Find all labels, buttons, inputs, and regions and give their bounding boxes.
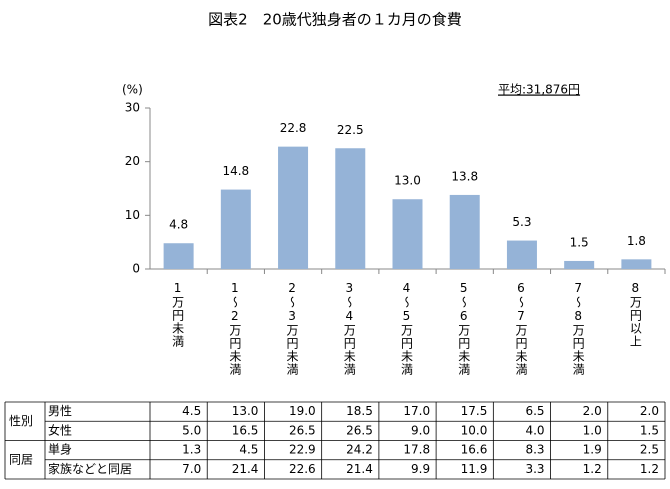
group-label: 同居 (9, 452, 33, 466)
x-tick-label: 2～3万円未満 (285, 281, 300, 376)
group-label: 性別 (9, 414, 33, 428)
bar (163, 243, 194, 269)
annotation: 平均:31,876円 (498, 83, 580, 97)
cell: 10.0 (461, 423, 488, 437)
x-tick-label: 3～4万円未満 (342, 281, 357, 376)
x-tick-label: 1～2万円未満 (227, 281, 242, 376)
chart-title: 図表2 20歳代独身者の１カ月の食費 (208, 11, 462, 29)
value-label: 5.3 (512, 215, 531, 229)
cell: 4.0 (525, 423, 544, 437)
bar (278, 146, 309, 269)
bar (220, 189, 251, 269)
cell: 18.5 (346, 404, 373, 418)
value-label: 4.8 (169, 218, 188, 232)
cell: 26.5 (346, 423, 373, 437)
cell: 21.4 (346, 462, 373, 476)
x-tick-label: 5～6万円未満 (456, 281, 471, 376)
cell: 22.9 (289, 443, 316, 457)
cell: 17.5 (461, 404, 488, 418)
cell: 16.6 (461, 443, 488, 457)
cell: 8.3 (525, 443, 544, 457)
cell: 1.2 (640, 462, 659, 476)
cell: 1.9 (583, 443, 602, 457)
bar (335, 148, 366, 269)
bar (449, 194, 480, 269)
cell: 6.5 (525, 404, 544, 418)
bar (621, 259, 652, 269)
cell: 1.3 (182, 443, 201, 457)
cell: 11.9 (461, 462, 488, 476)
value-label: 13.8 (451, 169, 478, 183)
cell: 24.2 (346, 443, 373, 457)
cell: 5.0 (182, 423, 201, 437)
cell: 26.5 (289, 423, 316, 437)
cell: 2.5 (640, 443, 659, 457)
row-label: 単身 (48, 442, 72, 457)
value-label: 1.8 (627, 234, 646, 248)
value-label: 22.8 (280, 121, 307, 135)
bar (506, 240, 537, 269)
cell: 7.0 (182, 462, 201, 476)
cell: 2.0 (640, 404, 659, 418)
cell: 21.4 (232, 462, 259, 476)
cell: 9.9 (411, 462, 430, 476)
x-tick-label: 4～5万円未満 (399, 281, 414, 376)
cell: 17.0 (403, 404, 430, 418)
value-label: 1.5 (570, 235, 589, 249)
cell: 16.5 (232, 423, 259, 437)
cell: 17.8 (403, 443, 430, 457)
x-tick-label: 1万円未満 (170, 281, 185, 348)
cell: 1.2 (583, 462, 602, 476)
row-label: 男性 (48, 404, 72, 418)
cell: 3.3 (525, 462, 544, 476)
x-tick-label: 7～8万円未満 (571, 281, 586, 376)
cell: 9.0 (411, 423, 430, 437)
value-label: 13.0 (394, 174, 421, 188)
value-label: 14.8 (222, 164, 249, 178)
cell: 1.0 (583, 423, 602, 437)
row-label: 女性 (48, 422, 72, 437)
y-tick-label: 30 (125, 101, 140, 115)
x-tick-label: 8万円以上 (628, 281, 643, 348)
y-axis-label: (%) (122, 83, 143, 97)
bar (564, 260, 595, 269)
cell: 22.6 (289, 462, 316, 476)
y-tick-label: 0 (132, 262, 140, 276)
cell: 19.0 (289, 404, 316, 418)
bar (392, 199, 423, 269)
cell: 2.0 (583, 404, 602, 418)
x-tick-label: 6～7万円未満 (513, 281, 528, 376)
cell: 1.5 (640, 423, 659, 437)
row-label: 家族などと同居 (48, 461, 132, 476)
y-tick-label: 10 (125, 208, 140, 222)
value-label: 22.5 (337, 123, 364, 137)
cell: 4.5 (239, 443, 258, 457)
cell: 13.0 (232, 404, 259, 418)
cell: 4.5 (182, 404, 201, 418)
y-tick-label: 20 (125, 154, 140, 168)
